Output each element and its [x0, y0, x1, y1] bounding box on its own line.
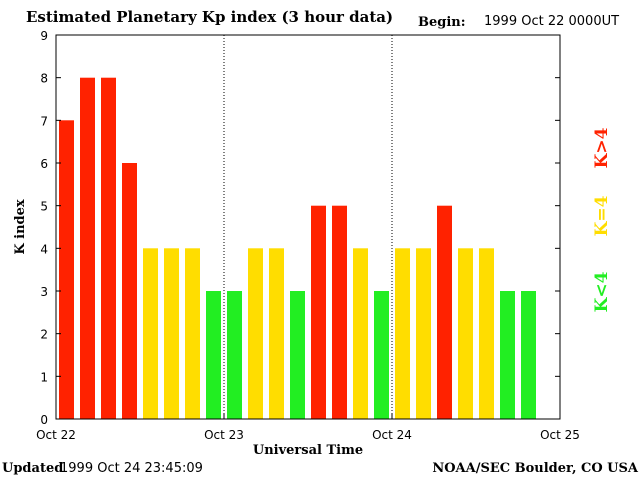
x-tick-label-1: Oct 23	[204, 428, 244, 442]
x-tick-label-3: Oct 25	[540, 428, 580, 442]
y-tick-label-2: 2	[40, 328, 48, 342]
y-tick-label-3: 3	[40, 285, 48, 299]
bar-0	[59, 120, 74, 420]
legend-mid: K=4	[592, 195, 612, 236]
chart-title: Estimated Planetary Kp index (3 hour dat…	[26, 8, 394, 26]
x-tick-label-2: Oct 24	[372, 428, 412, 442]
x-axis-label: Universal Time	[253, 443, 363, 458]
bar-4	[143, 248, 158, 419]
y-tick-label-9: 9	[40, 29, 48, 43]
bar-17	[416, 248, 431, 419]
x-tick-label-0: Oct 22	[36, 428, 76, 442]
y-tick-label-6: 6	[40, 157, 48, 171]
bar-6	[185, 248, 200, 419]
bar-10	[269, 248, 284, 419]
bar-1	[80, 77, 95, 419]
bar-16	[395, 248, 410, 419]
plot-frame	[55, 34, 561, 420]
bar-5	[164, 248, 179, 419]
begin-label: Begin:	[418, 15, 466, 30]
bar-14	[353, 248, 368, 419]
y-axis-label: K index	[13, 199, 28, 255]
y-axis-ticks: 0 1 2 3 4 5 6 7 8 9	[40, 29, 560, 427]
y-tick-label-5: 5	[40, 200, 48, 214]
y-tick-label-7: 7	[40, 114, 48, 128]
bar-9	[248, 248, 263, 419]
x-axis-ticks: Oct 22 Oct 23 Oct 24 Oct 25	[36, 414, 580, 442]
y-tick-label-0: 0	[40, 413, 48, 427]
y-tick-label-1: 1	[40, 370, 48, 384]
bar-3	[122, 163, 137, 419]
y-tick-label-4: 4	[40, 242, 48, 256]
legend-high: K>4	[592, 127, 612, 168]
credit: NOAA/SEC Boulder, CO USA	[432, 461, 638, 476]
y-tick-label-8: 8	[40, 72, 48, 86]
bar-12	[311, 205, 326, 419]
bar-20	[479, 248, 494, 419]
bar-2	[101, 77, 116, 419]
updated-value: 1999 Oct 24 23:45:09	[60, 461, 203, 476]
bar-7	[206, 291, 221, 419]
bar-8	[227, 291, 242, 419]
bar-21	[500, 291, 515, 419]
bars-group	[59, 35, 536, 420]
legend-low: K<4	[592, 271, 612, 312]
bar-13	[332, 205, 347, 419]
bar-11	[290, 291, 305, 419]
begin-value: 1999 Oct 22 0000UT	[484, 14, 620, 29]
bar-18	[437, 205, 452, 419]
bar-15	[374, 291, 389, 419]
updated-label: Updated	[2, 461, 64, 476]
bar-22	[521, 291, 536, 419]
bar-19	[458, 248, 473, 419]
